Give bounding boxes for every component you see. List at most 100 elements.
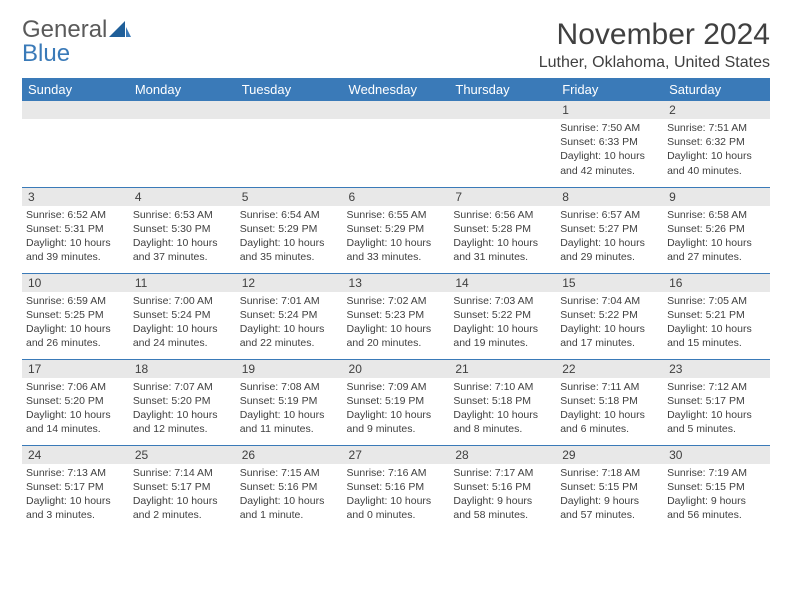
sunset-text: Sunset: 5:15 PM: [560, 480, 659, 494]
calendar-day-cell: [236, 101, 343, 187]
location: Luther, Oklahoma, United States: [539, 54, 770, 72]
sunset-text: Sunset: 5:20 PM: [133, 394, 232, 408]
sunset-text: Sunset: 5:31 PM: [26, 222, 125, 236]
day-details: Sunrise: 7:00 AMSunset: 5:24 PMDaylight:…: [129, 292, 236, 355]
calendar-day-cell: 6Sunrise: 6:55 AMSunset: 5:29 PMDaylight…: [343, 187, 450, 273]
day-details: Sunrise: 7:11 AMSunset: 5:18 PMDaylight:…: [556, 378, 663, 441]
day-number: 22: [556, 360, 663, 378]
day-details: Sunrise: 6:58 AMSunset: 5:26 PMDaylight:…: [663, 206, 770, 269]
calendar-day-cell: 5Sunrise: 6:54 AMSunset: 5:29 PMDaylight…: [236, 187, 343, 273]
daylight-text: Daylight: 10 hours and 19 minutes.: [453, 322, 552, 350]
day-number: 20: [343, 360, 450, 378]
weekday-header: Tuesday: [236, 78, 343, 101]
day-number: 6: [343, 188, 450, 206]
sunset-text: Sunset: 5:19 PM: [240, 394, 339, 408]
day-details: Sunrise: 6:55 AMSunset: 5:29 PMDaylight:…: [343, 206, 450, 269]
daylight-text: Daylight: 10 hours and 26 minutes.: [26, 322, 125, 350]
calendar-week-row: 24Sunrise: 7:13 AMSunset: 5:17 PMDayligh…: [22, 445, 770, 531]
sunrise-text: Sunrise: 7:11 AM: [560, 380, 659, 394]
daylight-text: Daylight: 10 hours and 15 minutes.: [667, 322, 766, 350]
daylight-text: Daylight: 10 hours and 12 minutes.: [133, 408, 232, 436]
sunset-text: Sunset: 5:22 PM: [453, 308, 552, 322]
sunrise-text: Sunrise: 6:55 AM: [347, 208, 446, 222]
calendar-day-cell: [129, 101, 236, 187]
sunrise-text: Sunrise: 7:04 AM: [560, 294, 659, 308]
day-number: [22, 101, 129, 119]
sunrise-text: Sunrise: 6:56 AM: [453, 208, 552, 222]
calendar-day-cell: 10Sunrise: 6:59 AMSunset: 5:25 PMDayligh…: [22, 273, 129, 359]
day-details: Sunrise: 7:09 AMSunset: 5:19 PMDaylight:…: [343, 378, 450, 441]
sunset-text: Sunset: 5:16 PM: [240, 480, 339, 494]
daylight-text: Daylight: 10 hours and 37 minutes.: [133, 236, 232, 264]
sunset-text: Sunset: 5:28 PM: [453, 222, 552, 236]
daylight-text: Daylight: 10 hours and 11 minutes.: [240, 408, 339, 436]
day-details: Sunrise: 7:07 AMSunset: 5:20 PMDaylight:…: [129, 378, 236, 441]
day-number: 25: [129, 446, 236, 464]
calendar-day-cell: 24Sunrise: 7:13 AMSunset: 5:17 PMDayligh…: [22, 445, 129, 531]
header: GeneralBlue November 2024 Luther, Oklaho…: [22, 18, 770, 72]
sunset-text: Sunset: 5:24 PM: [240, 308, 339, 322]
calendar-day-cell: 19Sunrise: 7:08 AMSunset: 5:19 PMDayligh…: [236, 359, 343, 445]
title-block: November 2024 Luther, Oklahoma, United S…: [539, 18, 770, 72]
day-number: 24: [22, 446, 129, 464]
calendar-day-cell: 22Sunrise: 7:11 AMSunset: 5:18 PMDayligh…: [556, 359, 663, 445]
weekday-header: Wednesday: [343, 78, 450, 101]
sunset-text: Sunset: 5:25 PM: [26, 308, 125, 322]
sunset-text: Sunset: 5:18 PM: [560, 394, 659, 408]
day-number: 12: [236, 274, 343, 292]
calendar-day-cell: 7 Sunrise: 6:56 AMSunset: 5:28 PMDaylight…: [449, 187, 556, 273]
day-details: Sunrise: 7:02 AMSunset: 5:23 PMDaylight:…: [343, 292, 450, 355]
day-details: Sunrise: 7:15 AMSunset: 5:16 PMDaylight:…: [236, 464, 343, 527]
day-number: 26: [236, 446, 343, 464]
daylight-text: Daylight: 10 hours and 3 minutes.: [26, 494, 125, 522]
calendar-day-cell: 25Sunrise: 7:14 AMSunset: 5:17 PMDayligh…: [129, 445, 236, 531]
calendar-day-cell: 2Sunrise: 7:51 AMSunset: 6:32 PMDaylight…: [663, 101, 770, 187]
day-details: Sunrise: 7:51 AMSunset: 6:32 PMDaylight:…: [663, 119, 770, 182]
sunrise-text: Sunrise: 7:00 AM: [133, 294, 232, 308]
calendar-day-cell: 13Sunrise: 7:02 AMSunset: 5:23 PMDayligh…: [343, 273, 450, 359]
day-number: 11: [129, 274, 236, 292]
sunset-text: Sunset: 5:23 PM: [347, 308, 446, 322]
sunrise-text: Sunrise: 7:19 AM: [667, 466, 766, 480]
sunrise-text: Sunrise: 7:16 AM: [347, 466, 446, 480]
month-title: November 2024: [539, 18, 770, 52]
day-number: 23: [663, 360, 770, 378]
day-number: 28: [449, 446, 556, 464]
sunrise-text: Sunrise: 7:17 AM: [453, 466, 552, 480]
sunset-text: Sunset: 5:17 PM: [26, 480, 125, 494]
sunset-text: Sunset: 5:19 PM: [347, 394, 446, 408]
day-number: [343, 101, 450, 119]
sunrise-text: Sunrise: 6:58 AM: [667, 208, 766, 222]
day-details: Sunrise: 7:06 AMSunset: 5:20 PMDaylight:…: [22, 378, 129, 441]
day-details: Sunrise: 7:17 AMSunset: 5:16 PMDaylight:…: [449, 464, 556, 527]
calendar-day-cell: 18Sunrise: 7:07 AMSunset: 5:20 PMDayligh…: [129, 359, 236, 445]
calendar-day-cell: 14Sunrise: 7:03 AMSunset: 5:22 PMDayligh…: [449, 273, 556, 359]
weekday-header: Saturday: [663, 78, 770, 101]
calendar-week-row: 17Sunrise: 7:06 AMSunset: 5:20 PMDayligh…: [22, 359, 770, 445]
day-number: [236, 101, 343, 119]
sunrise-text: Sunrise: 7:12 AM: [667, 380, 766, 394]
day-details: Sunrise: 7:01 AMSunset: 5:24 PMDaylight:…: [236, 292, 343, 355]
calendar-day-cell: 15Sunrise: 7:04 AMSunset: 5:22 PMDayligh…: [556, 273, 663, 359]
day-details: Sunrise: 6:53 AMSunset: 5:30 PMDaylight:…: [129, 206, 236, 269]
calendar-day-cell: 4Sunrise: 6:53 AMSunset: 5:30 PMDaylight…: [129, 187, 236, 273]
daylight-text: Daylight: 10 hours and 35 minutes.: [240, 236, 339, 264]
calendar-table: Sunday Monday Tuesday Wednesday Thursday…: [22, 78, 770, 531]
daylight-text: Daylight: 10 hours and 31 minutes.: [453, 236, 552, 264]
calendar-day-cell: 12Sunrise: 7:01 AMSunset: 5:24 PMDayligh…: [236, 273, 343, 359]
sunrise-text: Sunrise: 6:52 AM: [26, 208, 125, 222]
calendar-day-cell: 26Sunrise: 7:15 AMSunset: 5:16 PMDayligh…: [236, 445, 343, 531]
sunrise-text: Sunrise: 6:53 AM: [133, 208, 232, 222]
day-number: 18: [129, 360, 236, 378]
day-details: Sunrise: 7:04 AMSunset: 5:22 PMDaylight:…: [556, 292, 663, 355]
day-number: 1: [556, 101, 663, 119]
logo-text: GeneralBlue: [22, 18, 131, 66]
calendar-day-cell: 1Sunrise: 7:50 AMSunset: 6:33 PMDaylight…: [556, 101, 663, 187]
daylight-text: Daylight: 9 hours and 58 minutes.: [453, 494, 552, 522]
day-number: 16: [663, 274, 770, 292]
sunrise-text: Sunrise: 7:51 AM: [667, 121, 766, 135]
day-number: 7: [449, 188, 556, 206]
day-details: Sunrise: 6:59 AMSunset: 5:25 PMDaylight:…: [22, 292, 129, 355]
day-number: 17: [22, 360, 129, 378]
daylight-text: Daylight: 10 hours and 9 minutes.: [347, 408, 446, 436]
